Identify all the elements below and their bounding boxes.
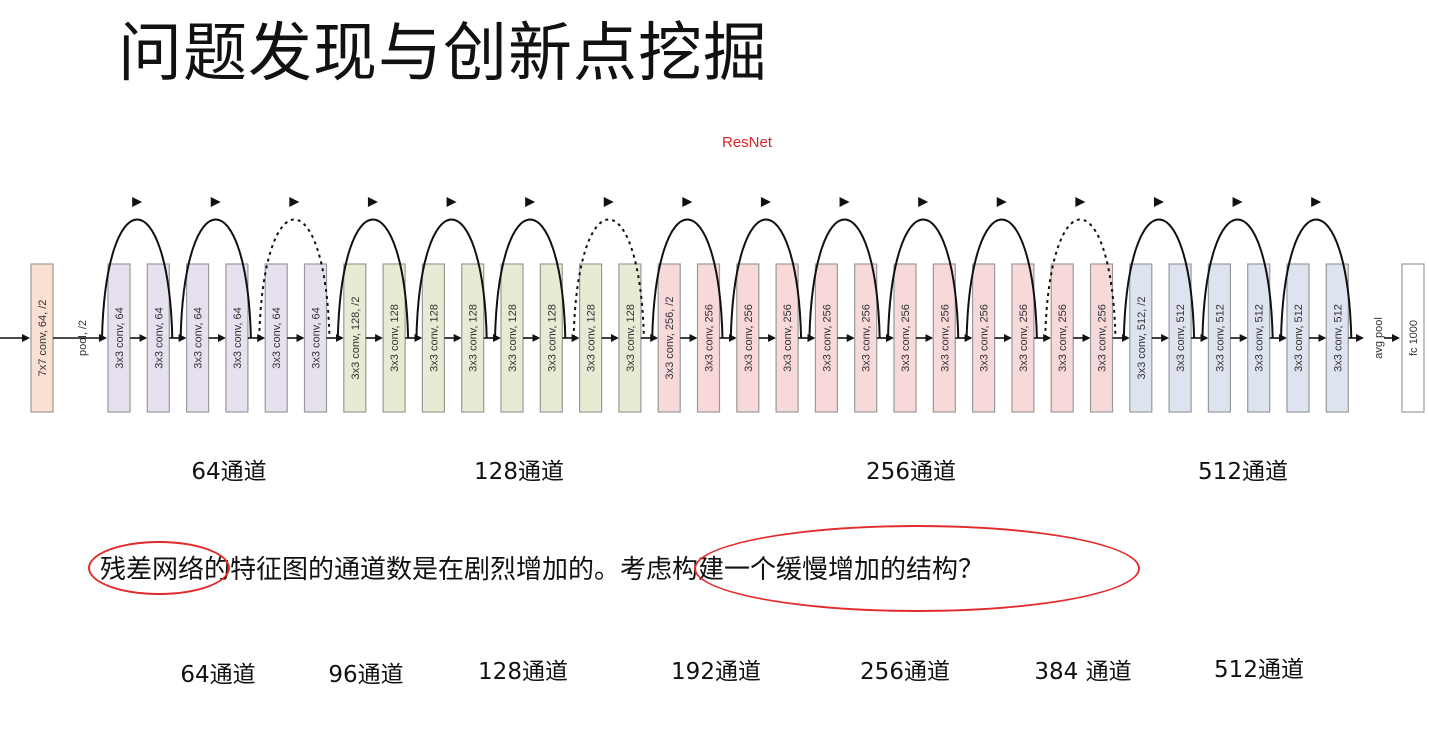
skip-arrowhead	[1153, 197, 1164, 207]
conv-block-label: 3x3 conv, 64	[153, 307, 165, 369]
skip-connection	[1201, 218, 1274, 339]
bottom-channel-label: 64通道	[180, 662, 256, 688]
conv-block-label: 3x3 conv, 256	[704, 304, 716, 372]
conv-block-label: 3x3 conv, 64	[271, 307, 283, 369]
skip-connection	[887, 218, 960, 339]
skip-arrowhead	[289, 197, 300, 207]
first-conv-block-label: 7x7 conv, 64, /2	[37, 300, 49, 377]
conv-block-label: 3x3 conv, 256	[939, 304, 951, 372]
bottom-channel-label: 128通道	[478, 659, 568, 685]
dashed-skip-connection	[1044, 218, 1117, 339]
skip-arrowhead	[446, 197, 457, 207]
conv-block-label: 3x3 conv, 512	[1214, 304, 1226, 372]
conv-block-label: 3x3 conv, 64	[311, 307, 323, 369]
bottom-channel-label: 384 通道	[1034, 659, 1132, 685]
dashed-skip-connection	[258, 218, 331, 339]
skip-arrowhead	[1232, 197, 1243, 207]
conv-block-label: 3x3 conv, 128	[546, 304, 558, 372]
conv-block-label: 3x3 conv, 256	[861, 304, 873, 372]
skip-connection	[415, 218, 488, 339]
conv-block-label: 3x3 conv, 256, /2	[664, 297, 676, 380]
skip-connection	[101, 218, 174, 339]
conv-block-label: 3x3 conv, 512	[1175, 304, 1187, 372]
bottom-channel-label: 256通道	[860, 659, 950, 685]
highlight-circle-resnet	[88, 541, 230, 595]
highlight-circle-question	[694, 525, 1140, 612]
bottom-channel-label: 512通道	[1214, 657, 1304, 683]
avg-pool-label: avg pool	[1373, 317, 1385, 359]
skip-connection	[179, 218, 252, 339]
skip-arrowhead	[1075, 197, 1086, 207]
skip-connection	[494, 218, 567, 339]
skip-arrowhead	[760, 197, 771, 207]
skip-connection	[729, 218, 803, 339]
conv-block-label: 3x3 conv, 512	[1293, 304, 1305, 372]
dashed-skip-connection	[572, 218, 645, 339]
conv-block-label: 3x3 conv, 256	[1057, 304, 1069, 372]
skip-arrowhead	[996, 197, 1007, 207]
skip-connection	[336, 218, 410, 339]
sentence-middle: 的特征图的通道数是在剧烈增加的。	[204, 555, 621, 585]
resnet-diagram: 7x7 conv, 64, /2 pool, /2 3x3 conv, 64 3x3 …	[0, 197, 1425, 413]
skip-arrowhead	[1311, 197, 1322, 207]
conv-block-label: 3x3 conv, 128	[389, 304, 401, 372]
fc-block-label: fc 1000	[1408, 320, 1420, 356]
skip-arrowhead	[132, 197, 143, 207]
conv-block-label: 3x3 conv, 64	[114, 307, 126, 369]
skip-connection	[651, 218, 724, 339]
conv-block-label: 3x3 conv, 128	[586, 304, 598, 372]
skip-arrowhead	[603, 197, 614, 207]
skip-connection	[965, 218, 1038, 339]
conv-block-label: 3x3 conv, 256	[1097, 304, 1109, 372]
skip-arrowhead	[210, 197, 221, 207]
conv-block-label: 3x3 conv, 256	[743, 304, 755, 372]
skip-connection	[1280, 218, 1353, 339]
conv-block-label: 3x3 conv, 128, /2	[350, 297, 362, 380]
bottom-channel-label: 96通道	[328, 662, 404, 688]
skip-arrowhead	[918, 197, 929, 207]
page-title: 问题发现与创新点挖掘	[118, 17, 768, 91]
conv-block-label: 3x3 conv, 512	[1254, 304, 1266, 372]
conv-block-label: 3x3 conv, 512	[1332, 304, 1344, 372]
skip-arrowhead	[839, 197, 850, 207]
skip-arrowhead	[367, 197, 378, 207]
conv-block-label: 3x3 conv, 256	[782, 304, 794, 372]
conv-block-label: 3x3 conv, 64	[232, 307, 244, 369]
skip-arrowhead	[525, 197, 536, 207]
top-channel-label: 128通道	[474, 459, 564, 485]
skip-connection	[808, 218, 881, 339]
top-channel-label: 256通道	[866, 459, 956, 485]
fc-block	[1401, 263, 1425, 413]
conv-block-label: 3x3 conv, 256	[900, 304, 912, 372]
conv-block-label: 3x3 conv, 64	[193, 307, 205, 369]
conv-block-label: 3x3 conv, 128	[428, 304, 440, 372]
network-label: ResNet	[722, 134, 773, 151]
conv-block-label: 3x3 conv, 128	[468, 304, 480, 372]
top-channel-label: 64通道	[191, 459, 267, 485]
top-channel-label: 512通道	[1198, 459, 1288, 485]
conv-block-label: 3x3 conv, 128	[625, 304, 637, 372]
skip-arrowhead	[682, 197, 693, 207]
conv-block-label: 3x3 conv, 128	[507, 304, 519, 372]
bottom-channel-label: 192通道	[671, 659, 761, 685]
conv-block-label: 3x3 conv, 256	[821, 304, 833, 372]
conv-block-label: 3x3 conv, 512, /2	[1136, 297, 1148, 380]
conv-block-label: 3x3 conv, 256	[1018, 304, 1030, 372]
skip-connection	[1122, 218, 1196, 339]
conv-block-label: 3x3 conv, 256	[979, 304, 991, 372]
